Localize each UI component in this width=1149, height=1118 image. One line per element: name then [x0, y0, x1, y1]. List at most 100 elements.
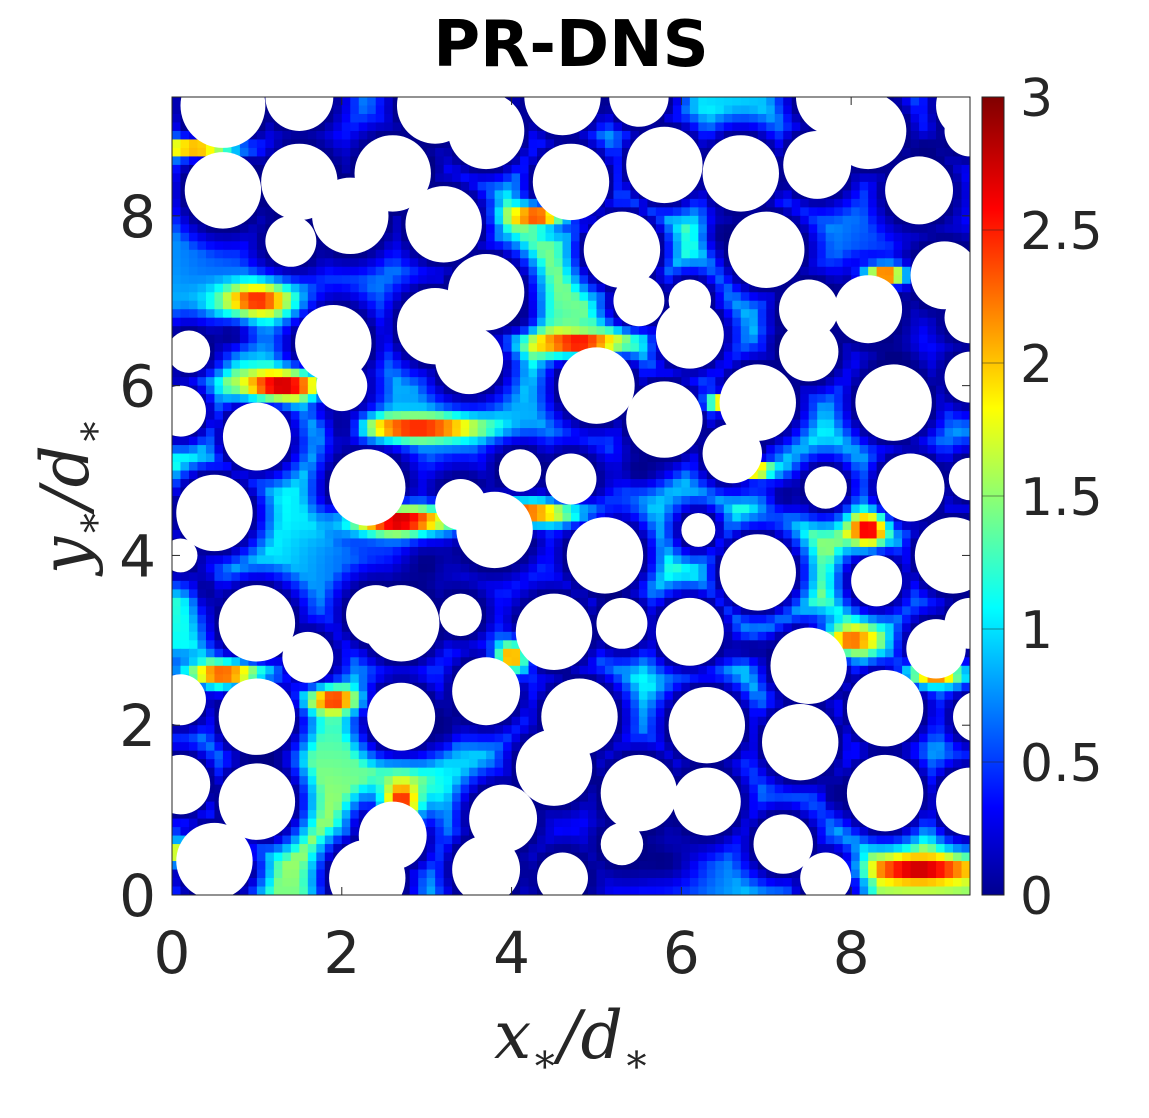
y-axis-label: y∗/d∗ [27, 418, 112, 577]
particle [834, 275, 903, 344]
particle [469, 784, 538, 853]
particle [855, 364, 932, 441]
particle [172, 538, 198, 573]
particle [783, 130, 852, 199]
particle [515, 593, 593, 671]
particle [719, 364, 796, 441]
x-tick-label: 6 [663, 919, 700, 987]
particle [447, 97, 525, 170]
particle [176, 474, 253, 552]
particle [583, 211, 661, 289]
particle [762, 703, 839, 781]
particle [672, 767, 741, 836]
particle [456, 491, 533, 569]
particle [176, 822, 253, 895]
x-tick-label: 4 [493, 919, 530, 987]
particle [953, 692, 970, 741]
particle [439, 593, 482, 637]
colorbar-tick-label: 0 [1020, 867, 1053, 927]
particle [655, 300, 724, 369]
particle [770, 627, 847, 704]
particle [944, 292, 970, 344]
particle [728, 211, 805, 289]
particle [180, 97, 266, 148]
y-tick-label: 2 [119, 692, 156, 760]
particle [329, 449, 406, 526]
particle [537, 852, 588, 895]
particle [702, 135, 779, 212]
particle [626, 126, 703, 204]
y-tick-label: 0 [119, 862, 156, 930]
particle [944, 597, 970, 649]
particle [778, 321, 839, 382]
particle [435, 326, 504, 395]
particle [944, 351, 970, 403]
particle [515, 729, 593, 806]
particle [452, 657, 521, 726]
x-tick-label: 2 [323, 919, 360, 987]
colorbar-tick-label: 1 [1020, 601, 1053, 661]
particle [829, 97, 907, 170]
particle [753, 814, 813, 874]
particle [524, 97, 601, 136]
particle [600, 822, 644, 866]
particle [846, 754, 924, 832]
y-tick-label: 8 [119, 183, 156, 251]
particle [600, 754, 678, 832]
particle [316, 360, 368, 412]
particle [295, 304, 372, 382]
colorbar-tick-label: 3 [1020, 69, 1053, 129]
particle [910, 241, 970, 310]
particle [778, 279, 839, 339]
particle [626, 381, 703, 458]
colorbar-tick-label: 0.5 [1020, 734, 1103, 794]
particle [498, 449, 542, 492]
particle [222, 402, 291, 471]
particle [851, 555, 903, 607]
particle [914, 517, 970, 594]
particle [558, 347, 635, 424]
particle [719, 534, 796, 611]
particle [218, 763, 296, 840]
particle [613, 275, 665, 327]
particle [363, 585, 440, 662]
particle [172, 754, 211, 815]
x-axis-ticks: 0 2 4 6 8 [154, 97, 870, 987]
particle [846, 670, 924, 747]
particle [681, 512, 716, 547]
particle [329, 839, 406, 895]
particle [218, 585, 296, 662]
particles [172, 97, 970, 895]
x-axis-label: x∗/d∗ [494, 997, 650, 1082]
particle [405, 186, 482, 263]
particle [944, 105, 970, 157]
particle [172, 674, 206, 726]
particle [609, 97, 669, 127]
particle [312, 177, 389, 255]
colorbar-ticks: 0 0.5 1 1.5 2 2.5 3 [982, 69, 1103, 927]
particle [885, 156, 954, 225]
plot-frame [171, 96, 971, 896]
x-tick-label: 0 [154, 919, 191, 987]
particle [936, 767, 970, 836]
particle [596, 597, 648, 649]
particle [172, 385, 206, 437]
particle [282, 631, 334, 683]
particle [545, 453, 597, 505]
particle [800, 852, 852, 895]
particle [532, 143, 610, 221]
particle [668, 687, 746, 764]
particle [566, 517, 644, 594]
y-axis-ticks: 0 2 4 6 8 [119, 183, 970, 930]
colorbar-tick-label: 2 [1020, 335, 1053, 395]
particle [265, 215, 317, 267]
particle [948, 457, 970, 501]
particle [184, 152, 262, 229]
particle [452, 835, 521, 895]
particle [218, 678, 296, 755]
x-tick-label: 8 [833, 919, 870, 987]
chart-title: PR-DNS [433, 8, 709, 82]
particle [876, 453, 945, 522]
y-tick-label: 6 [119, 353, 156, 421]
